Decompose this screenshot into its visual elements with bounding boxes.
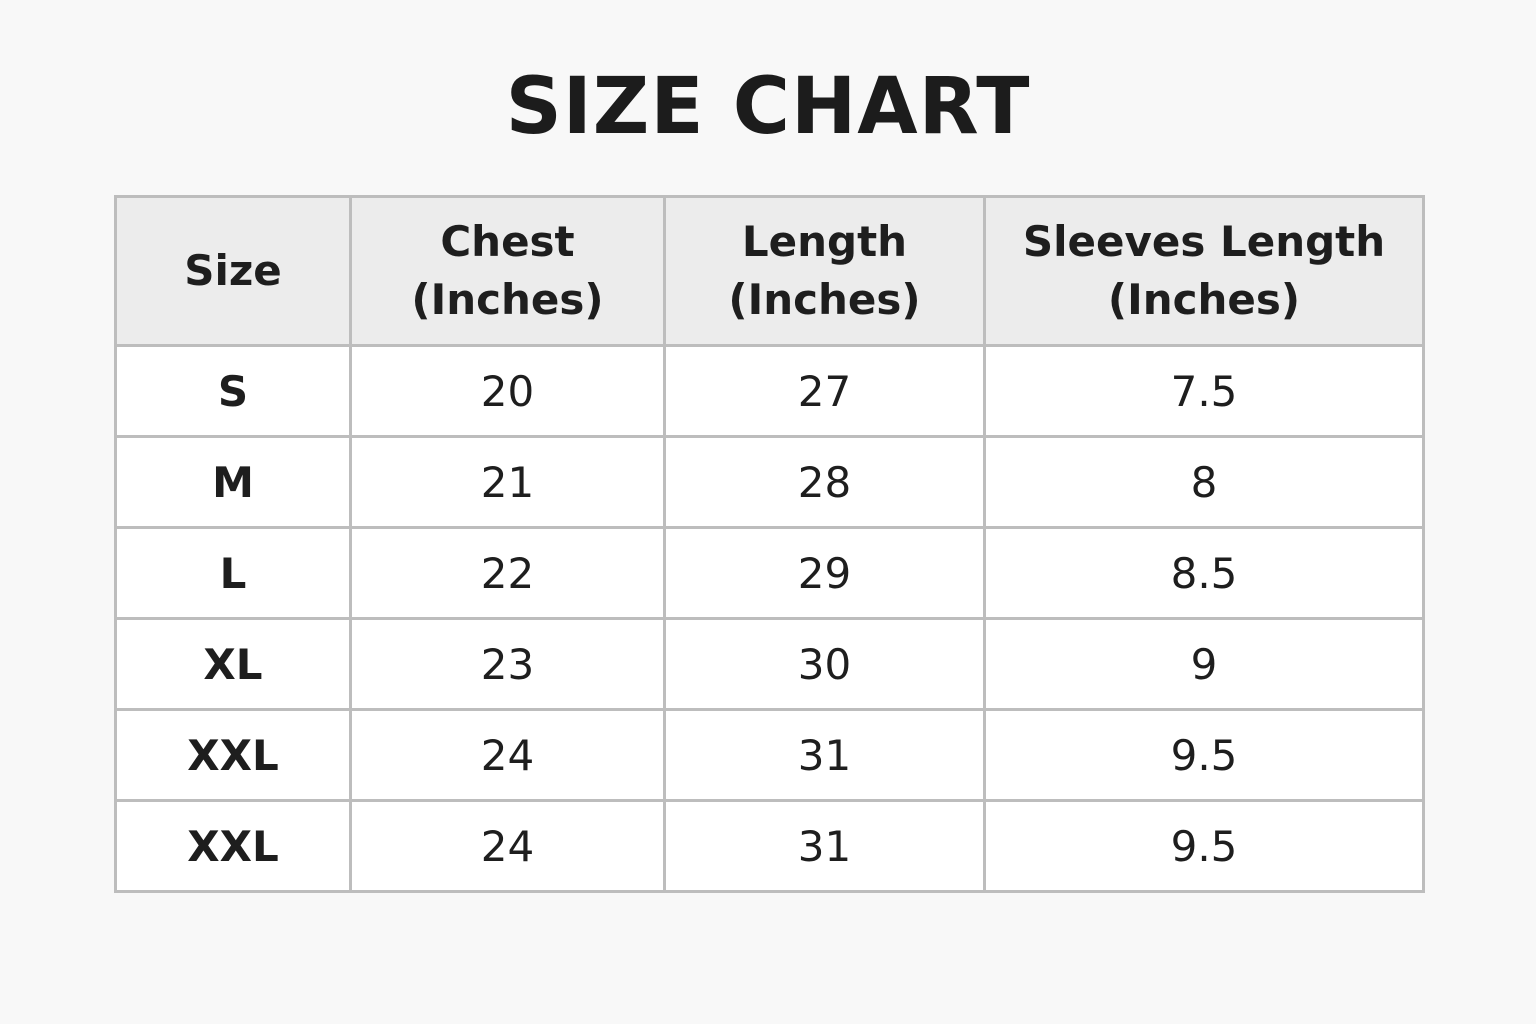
header-sleeves-length: Sleeves Length (Inches) (983, 195, 1425, 347)
header-label: Size (184, 246, 282, 295)
cell-length: 31 (663, 799, 986, 893)
cell-size: L (114, 526, 352, 620)
cell-chest: 24 (349, 799, 666, 893)
header-row: Size Chest (Inches) Length (Inches) Sleeve… (114, 195, 1425, 347)
header-chest: Chest (Inches) (349, 195, 666, 347)
cell-chest: 22 (349, 526, 666, 620)
cell-length: 31 (663, 708, 986, 802)
cell-length: 30 (663, 617, 986, 711)
table-row: XXL 24 31 9.5 (114, 799, 1425, 893)
header-size: Size (114, 195, 352, 347)
table-row: XL 23 30 9 (114, 617, 1425, 711)
table-row: XXL 24 31 9.5 (114, 708, 1425, 802)
cell-chest: 23 (349, 617, 666, 711)
header-unit: (Inches) (1107, 275, 1301, 324)
cell-size: XXL (114, 708, 352, 802)
cell-length: 27 (663, 344, 986, 438)
header-label: Chest (440, 217, 575, 266)
cell-size: XXL (114, 799, 352, 893)
page-title: SIZE CHART (505, 62, 1031, 152)
cell-chest: 24 (349, 708, 666, 802)
table-row: S 20 27 7.5 (114, 344, 1425, 438)
header-unit: (Inches) (411, 275, 604, 324)
cell-chest: 21 (349, 435, 666, 529)
header-label: Sleeves Length (1022, 217, 1386, 266)
cell-sleeves-length: 7.5 (983, 344, 1425, 438)
header-label: Length (741, 217, 908, 266)
cell-sleeves-length: 9 (983, 617, 1425, 711)
header-length: Length (Inches) (663, 195, 986, 347)
cell-sleeves-length: 8.5 (983, 526, 1425, 620)
cell-sleeves-length: 9.5 (983, 708, 1425, 802)
table-row: M 21 28 8 (114, 435, 1425, 529)
cell-length: 29 (663, 526, 986, 620)
cell-size: XL (114, 617, 352, 711)
size-chart-table: Size Chest (Inches) Length (Inches) Sleeve… (114, 195, 1425, 893)
header-unit: (Inches) (728, 275, 921, 324)
cell-size: S (114, 344, 352, 438)
table-row: L 22 29 8.5 (114, 526, 1425, 620)
cell-chest: 20 (349, 344, 666, 438)
cell-sleeves-length: 9.5 (983, 799, 1425, 893)
cell-length: 28 (663, 435, 986, 529)
cell-sleeves-length: 8 (983, 435, 1425, 529)
cell-size: M (114, 435, 352, 529)
